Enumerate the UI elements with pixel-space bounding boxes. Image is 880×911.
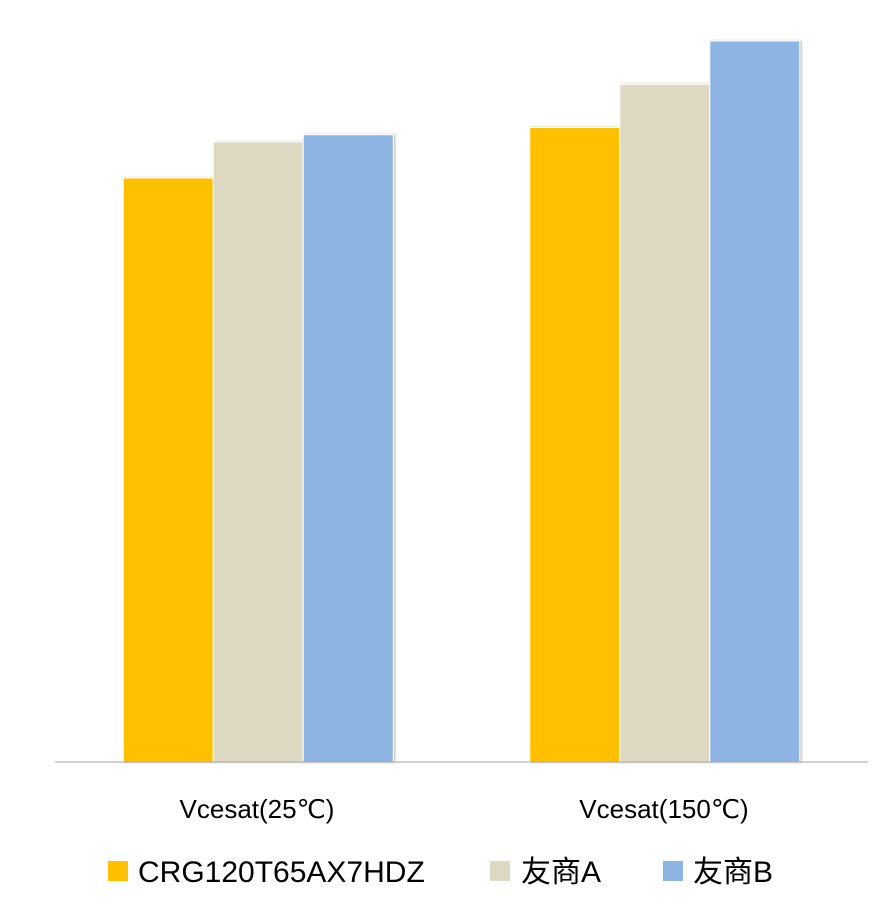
- bar-competitor-b-vcesat-150: [709, 40, 801, 763]
- bar-competitor-a-vcesat-25: [212, 141, 304, 763]
- legend-label-competitor-a: 友商A: [521, 856, 601, 889]
- category-label-2: Vcesat(150℃): [579, 794, 748, 824]
- legend: CRG120T65AX7HDZ 友商A 友商B: [108, 856, 773, 889]
- bars-group: [122, 40, 801, 763]
- legend-swatch-competitor-a: [490, 861, 510, 881]
- legend-item-competitor-a: 友商A: [490, 856, 601, 889]
- legend-swatch-competitor-b: [663, 861, 683, 881]
- legend-item-crg120t65ax7hdz: CRG120T65AX7HDZ: [108, 856, 425, 889]
- bar-competitor-a-vcesat-150: [619, 83, 711, 763]
- legend-label-competitor-b: 友商B: [693, 856, 773, 889]
- legend-item-competitor-b: 友商B: [663, 856, 773, 889]
- bar-crg120t65ax7hdz-vcesat-150: [529, 127, 621, 763]
- category-label-1: Vcesat(25℃): [180, 794, 335, 824]
- bar-crg120t65ax7hdz-vcesat-25: [122, 177, 214, 763]
- legend-label-crg120t65ax7hdz: CRG120T65AX7HDZ: [138, 856, 425, 889]
- legend-swatch-crg120t65ax7hdz: [108, 861, 128, 881]
- bar-competitor-b-vcesat-25: [302, 134, 394, 763]
